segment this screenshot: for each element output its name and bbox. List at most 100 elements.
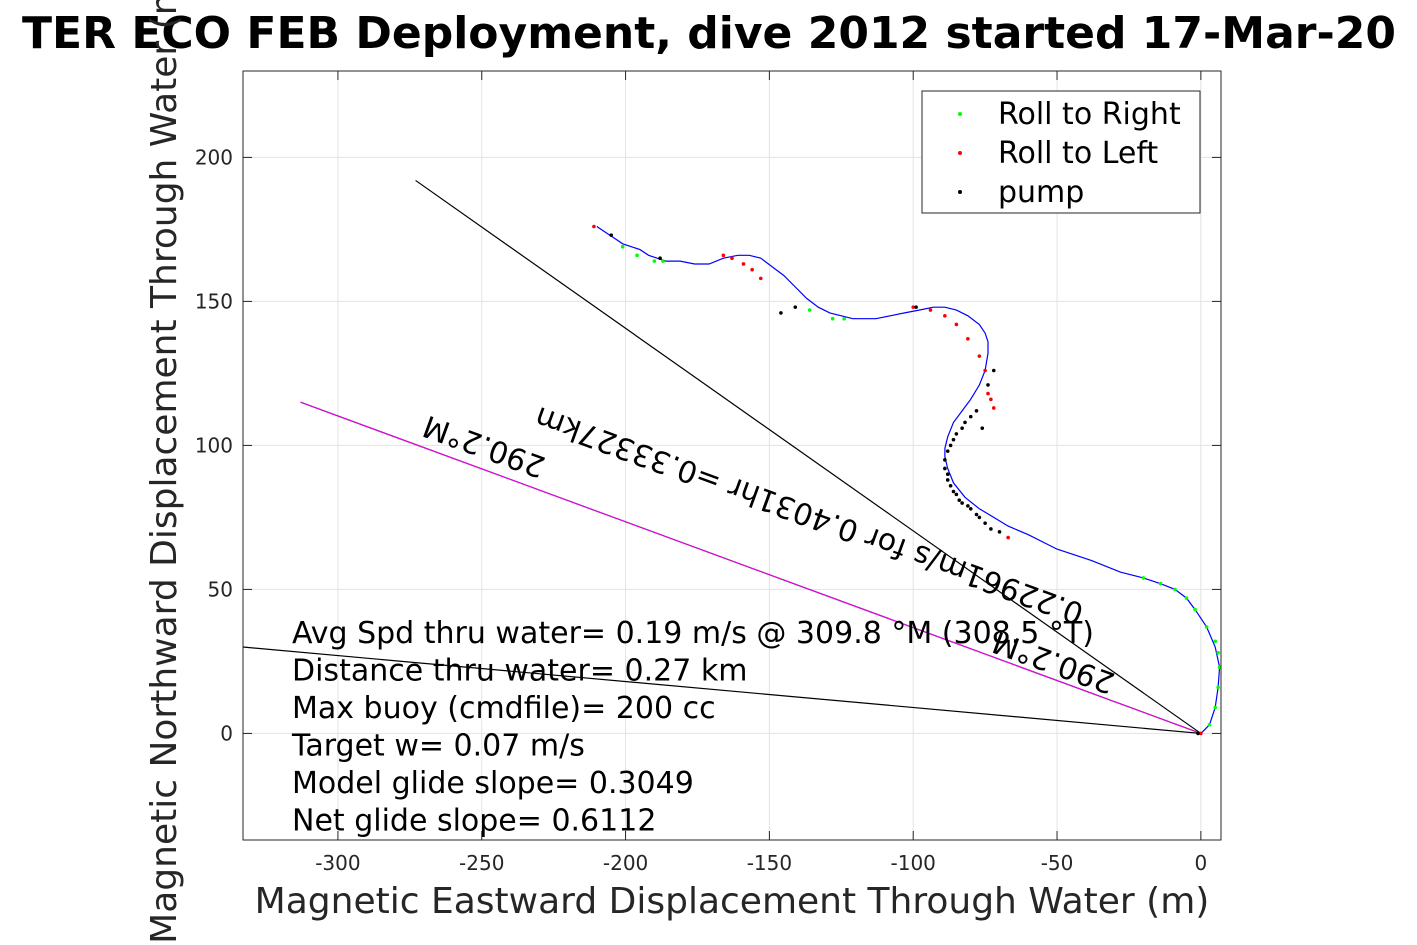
stats-line: Max buoy (cmdfile)= 200 cc xyxy=(292,691,716,726)
data-point xyxy=(635,253,639,258)
data-point xyxy=(911,305,916,309)
x-tick-label: -250 xyxy=(459,851,504,875)
series-roll-to-right xyxy=(620,244,1222,727)
data-point xyxy=(963,420,967,425)
data-point xyxy=(943,458,947,462)
data-point xyxy=(989,397,993,402)
data-point xyxy=(945,472,950,477)
data-point xyxy=(1204,625,1209,629)
data-point xyxy=(620,244,625,249)
data-point xyxy=(1184,596,1189,600)
x-tick-label: -300 xyxy=(315,851,360,875)
axes-box xyxy=(242,70,1222,841)
data-point xyxy=(1207,722,1212,727)
data-point xyxy=(980,426,985,430)
y-tick-label: 0 xyxy=(220,721,233,745)
legend: Roll to Right Roll to Left pump xyxy=(921,90,1201,214)
data-point xyxy=(991,368,996,373)
data-point xyxy=(991,406,996,410)
data-point xyxy=(779,311,783,315)
legend-label: Roll to Right xyxy=(998,97,1181,132)
data-point xyxy=(1193,607,1197,612)
legend-marker xyxy=(958,112,962,116)
data-point xyxy=(1213,705,1218,710)
data-point xyxy=(721,253,726,258)
legend-marker xyxy=(958,151,962,155)
stats-line: Target w= 0.07 m/s xyxy=(291,729,585,764)
data-point xyxy=(989,527,993,531)
data-point xyxy=(914,305,918,309)
stats-line: Avg Spd thru water= 0.19 m/s @ 309.8 °M … xyxy=(292,616,1094,651)
data-point xyxy=(968,414,973,419)
data-point xyxy=(977,515,982,520)
y-tick-label: 100 xyxy=(195,433,233,457)
x-tick-label: 0 xyxy=(1194,851,1207,875)
y-tick-label: 150 xyxy=(195,289,233,313)
data-point xyxy=(948,483,953,488)
data-point xyxy=(609,233,613,237)
data-point xyxy=(983,521,987,525)
data-point xyxy=(1216,650,1220,655)
data-point xyxy=(974,409,979,413)
data-point xyxy=(807,308,812,312)
data-point xyxy=(661,259,665,263)
x-tick-label: -50 xyxy=(1041,851,1074,875)
data-point xyxy=(951,437,956,442)
data-point xyxy=(945,449,950,453)
stats-line: Distance thru water= 0.27 km xyxy=(292,654,747,689)
data-point xyxy=(1006,535,1010,540)
y-tick-label: 200 xyxy=(195,145,233,169)
reference-line xyxy=(242,646,1201,735)
data-point xyxy=(592,224,596,229)
data-point xyxy=(1158,581,1163,586)
legend-marker xyxy=(958,190,962,194)
legend-box xyxy=(921,90,1201,214)
data-point xyxy=(974,512,979,517)
data-point xyxy=(986,391,990,396)
data-point xyxy=(1213,639,1218,644)
data-point xyxy=(954,432,959,436)
data-point xyxy=(1141,576,1146,580)
data-point xyxy=(652,259,657,263)
chart-title: TER ECO FEB Deployment, dive 2012 starte… xyxy=(22,8,1396,59)
data-point xyxy=(1196,731,1200,736)
data-point xyxy=(968,506,973,511)
data-point xyxy=(951,489,956,494)
data-point xyxy=(954,322,959,327)
data-point xyxy=(730,256,734,261)
data-point xyxy=(960,501,964,505)
reference-line xyxy=(300,401,1202,734)
data-point xyxy=(1199,731,1203,736)
data-point xyxy=(960,426,964,430)
data-point xyxy=(983,368,987,373)
x-tick-label: -100 xyxy=(891,851,936,875)
data-point xyxy=(954,492,959,497)
axes: -300 -250 -200 -150 -100 -50 0 0 50 100 150 200 xyxy=(195,70,1222,875)
y-axis-label: Magnetic Northward Displacement Through … xyxy=(144,0,185,944)
data-point xyxy=(741,262,746,266)
data-point xyxy=(977,354,982,358)
data-point xyxy=(750,267,754,272)
data-point xyxy=(966,337,970,341)
data-point xyxy=(957,498,962,502)
stats-line: Net glide slope= 0.6112 xyxy=(292,804,656,839)
data-point xyxy=(966,504,970,508)
stats-line: Model glide slope= 0.3049 xyxy=(292,766,694,801)
data-point xyxy=(1173,587,1177,592)
data-point xyxy=(758,276,763,281)
data-point xyxy=(793,305,798,309)
series-roll-to-left xyxy=(592,224,1203,736)
reference-lines xyxy=(242,179,1202,735)
data-point xyxy=(943,466,947,471)
data-point xyxy=(1216,685,1220,690)
reference-line xyxy=(415,179,1202,734)
data-point xyxy=(986,383,990,387)
series-pump xyxy=(609,233,1200,736)
x-tick-label: -200 xyxy=(603,851,648,875)
y-tick-label: 50 xyxy=(208,577,233,601)
data-point xyxy=(928,308,933,312)
data-point xyxy=(830,316,835,321)
data-point xyxy=(943,314,947,318)
data-point xyxy=(948,443,953,448)
